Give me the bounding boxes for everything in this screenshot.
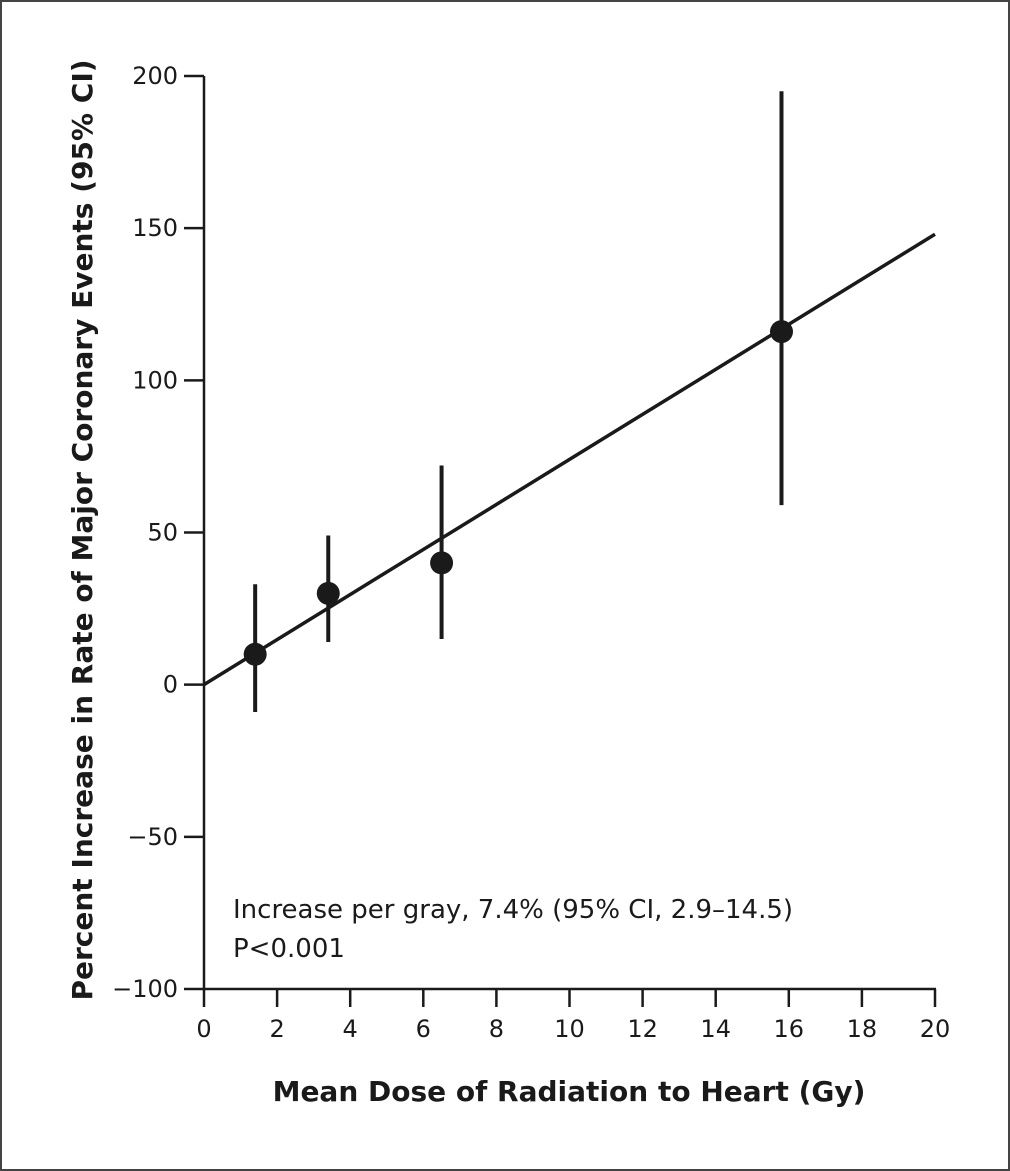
x-tick-label: 2 <box>269 1015 284 1043</box>
x-tick-label: 0 <box>196 1015 211 1043</box>
x-tick-label: 12 <box>627 1015 658 1043</box>
y-tick-label: −100 <box>112 975 178 1003</box>
data-point <box>243 642 267 666</box>
x-tick-label: 6 <box>416 1015 431 1043</box>
x-tick-label: 4 <box>343 1015 358 1043</box>
x-tick-label: 20 <box>920 1015 951 1043</box>
data-point <box>316 581 340 605</box>
fit-line-group <box>203 232 936 687</box>
x-tick-label: 18 <box>847 1015 878 1043</box>
x-tick-label: 16 <box>774 1015 805 1043</box>
regression-line <box>203 232 936 687</box>
y-tick-label: 50 <box>147 519 178 547</box>
axes: −100 −50 0 50 100 150 200 0 2 4 6 8 10 12 14 16 18 20 <box>112 62 950 1043</box>
data-points <box>243 91 793 713</box>
x-tick-label: 8 <box>489 1015 504 1043</box>
data-point <box>769 320 793 344</box>
x-tick-label: 14 <box>700 1015 731 1043</box>
annotation-line-1: Increase per gray, 7.4% (95% CI, 2.9–14.… <box>233 895 793 925</box>
y-axis-title: Percent Increase in Rate of Major Corona… <box>66 59 99 1000</box>
y-tick-label: 100 <box>132 366 178 394</box>
y-tick-label: 150 <box>132 214 178 242</box>
y-tick-label: −50 <box>127 823 178 851</box>
annotation-line-2: P<0.001 <box>233 934 345 964</box>
x-axis-title: Mean Dose of Radiation to Heart (Gy) <box>273 1075 866 1108</box>
y-tick-label: 0 <box>163 671 178 699</box>
data-point <box>430 551 454 575</box>
y-tick-label: 200 <box>132 62 178 90</box>
x-tick-label: 10 <box>554 1015 585 1043</box>
